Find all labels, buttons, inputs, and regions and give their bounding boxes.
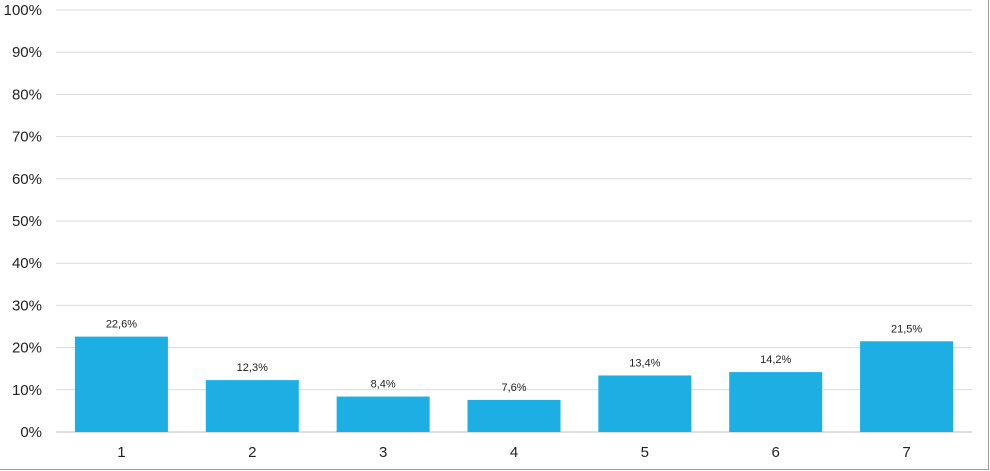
data-label: 8,4% <box>371 379 396 391</box>
x-tick-label: 6 <box>772 444 780 461</box>
bar <box>74 336 168 432</box>
x-tick-label: 3 <box>379 444 387 461</box>
y-tick-label: 100% <box>4 2 42 19</box>
y-tick-label: 20% <box>12 340 42 357</box>
y-tick-label: 10% <box>12 382 42 399</box>
data-label: 14,2% <box>760 354 791 366</box>
bars <box>74 336 954 432</box>
data-label: 13,4% <box>629 357 660 369</box>
y-axis: 0% 10% 20% 30% 40% 50% 60% 70% 80% 90% 100% <box>4 2 42 441</box>
data-label: 7,6% <box>501 382 526 394</box>
bar <box>336 396 430 432</box>
x-axis: 1 2 3 4 5 6 7 <box>117 444 910 461</box>
y-tick-label: 90% <box>12 44 42 61</box>
y-tick-label: 30% <box>12 297 42 314</box>
bar <box>729 372 823 432</box>
y-tick-label: 80% <box>12 86 42 103</box>
data-labels: 22,6% 12,3% 8,4% 7,6% 13,4% 14,2% 21,5% <box>106 319 923 394</box>
bar <box>860 341 954 432</box>
gridlines <box>56 9 972 433</box>
x-tick-label: 1 <box>117 444 125 461</box>
bar <box>598 375 692 432</box>
x-tick-label: 5 <box>641 444 649 461</box>
y-tick-label: 50% <box>12 213 42 230</box>
data-label: 12,3% <box>237 362 268 374</box>
data-label: 21,5% <box>891 323 922 335</box>
x-tick-label: 4 <box>510 444 518 461</box>
y-tick-label: 40% <box>12 255 42 272</box>
bar <box>467 399 561 432</box>
y-tick-label: 0% <box>20 424 42 441</box>
data-label: 22,6% <box>106 319 137 331</box>
x-tick-label: 2 <box>248 444 256 461</box>
y-tick-label: 60% <box>12 171 42 188</box>
x-tick-label: 7 <box>902 444 910 461</box>
y-tick-label: 70% <box>12 129 42 146</box>
bar <box>205 380 299 432</box>
